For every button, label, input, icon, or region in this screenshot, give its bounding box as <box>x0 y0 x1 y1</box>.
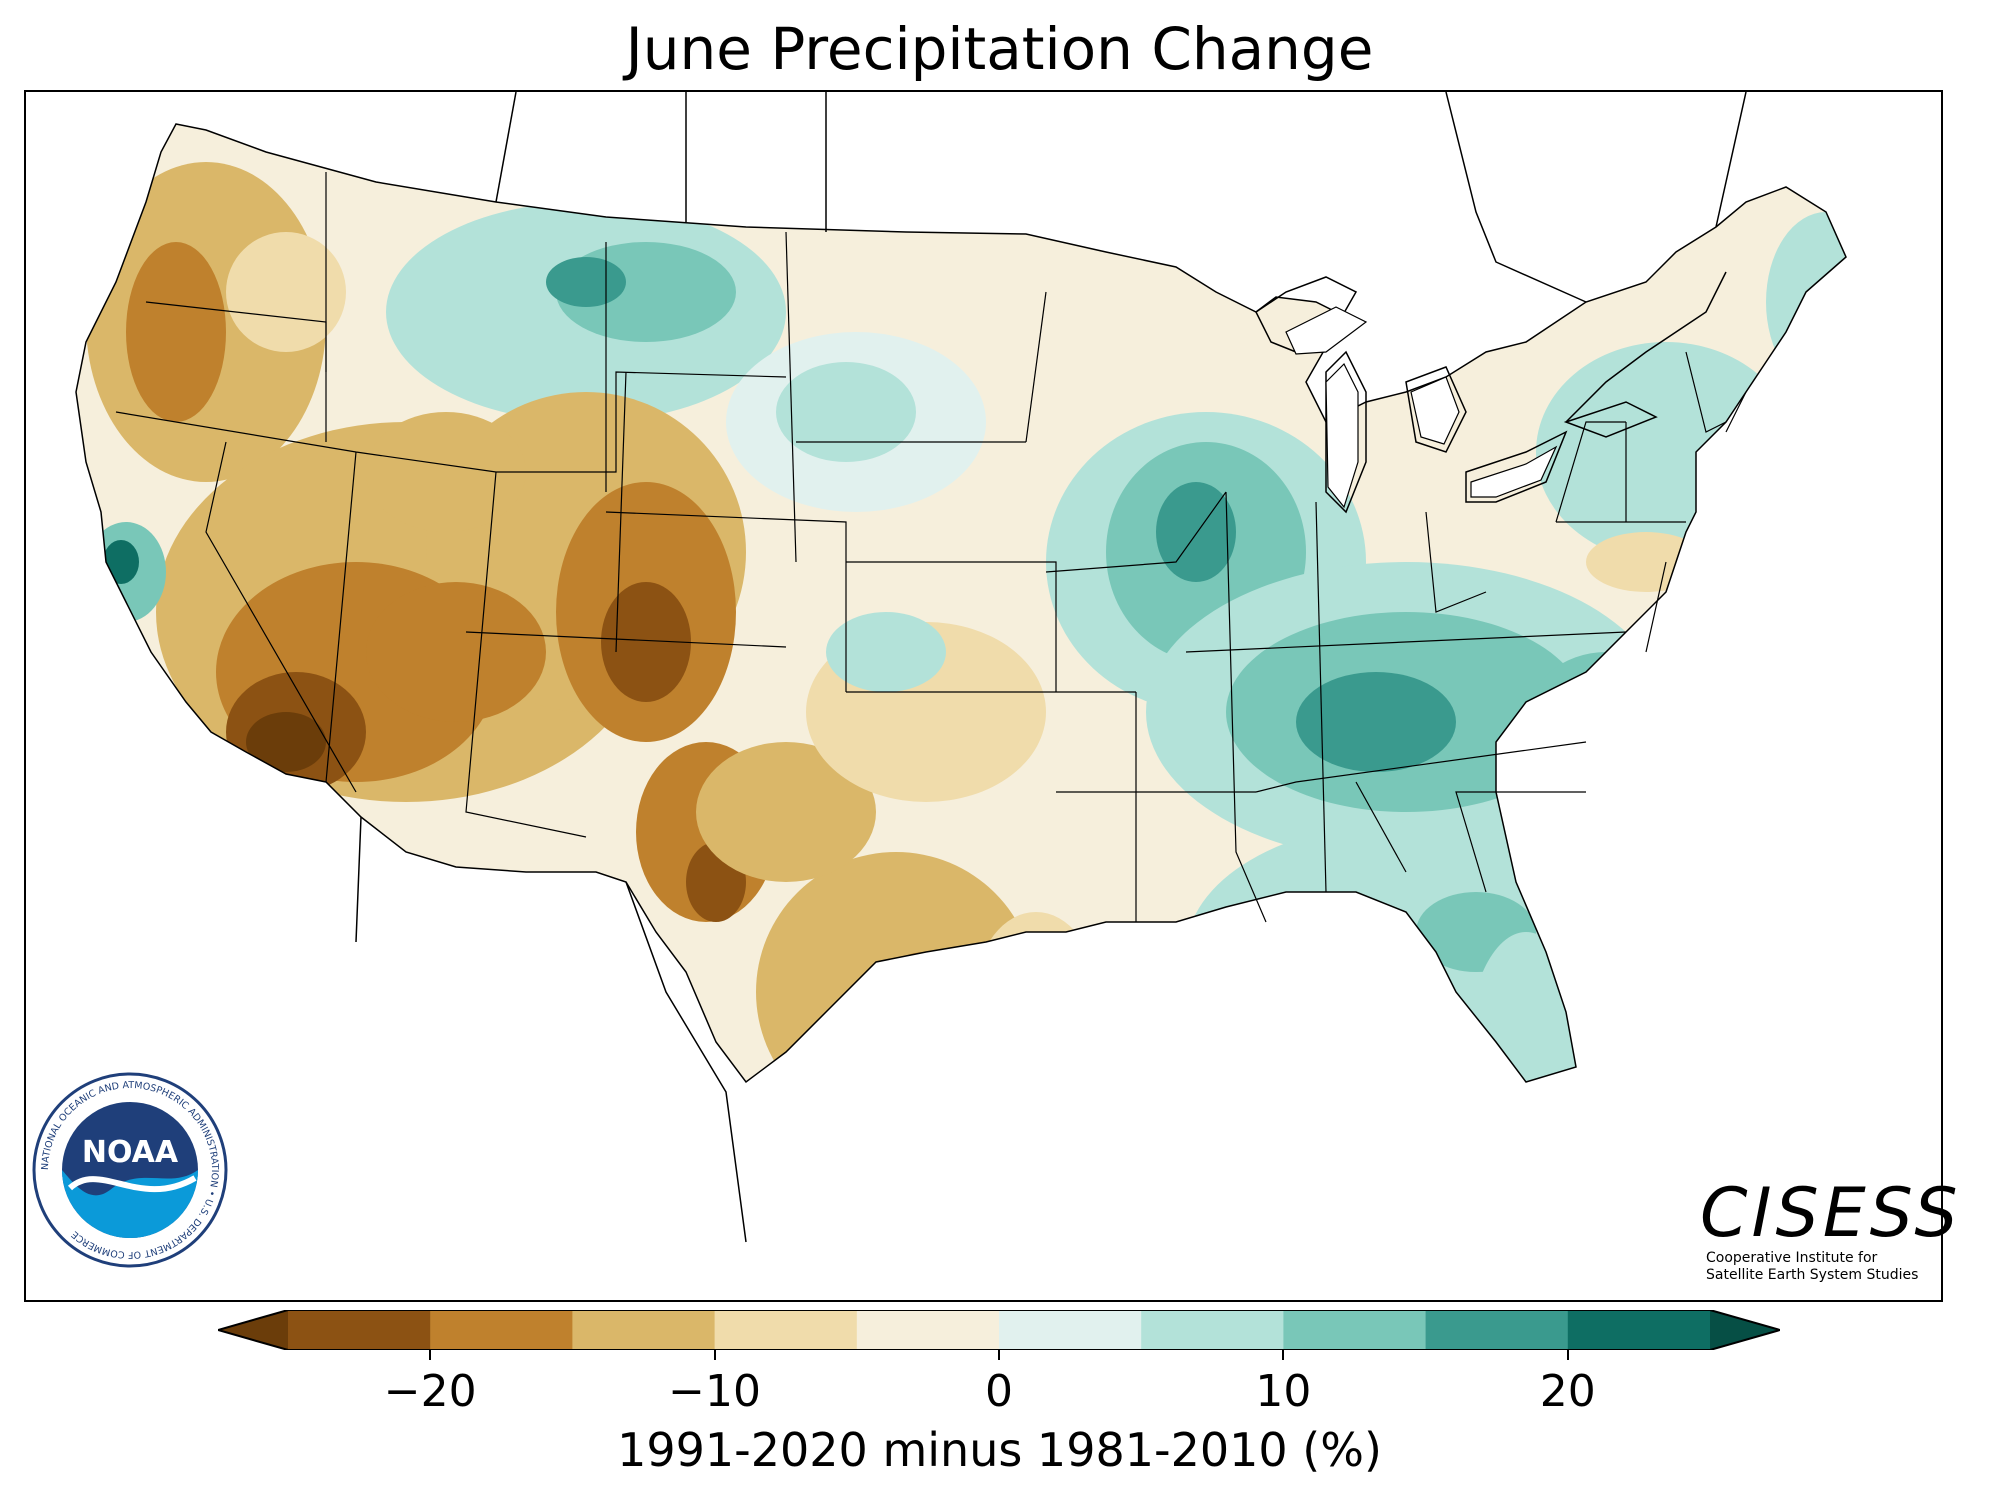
cisess-line2: Satellite Earth System Studies <box>1706 1267 1919 1283</box>
cisess-logo: CISESS Cooperative Institute for Satelli… <box>1700 1174 1962 1284</box>
colorbar-bin-0 <box>288 1310 431 1350</box>
colorbar-over-arrow <box>1710 1310 1780 1350</box>
colorbar-tick-label: −10 <box>668 1366 762 1417</box>
colorbar-bin-9 <box>1567 1310 1711 1350</box>
noaa-center-text: NOAA <box>82 1135 179 1170</box>
colorbar-bin-5 <box>999 1310 1142 1350</box>
colorbar-tick-label: −20 <box>383 1366 477 1417</box>
colorbar-tick-mark <box>429 1350 432 1360</box>
colorbar-bin-6 <box>1141 1310 1284 1350</box>
map-frame <box>24 90 1943 1302</box>
colorbar-tick-label: 0 <box>985 1366 1013 1417</box>
colorbar-ticks: −20 −10 0 10 20 <box>0 1350 1999 1420</box>
colorbar-bin-3 <box>714 1310 858 1350</box>
colorbar-tick-label: 20 <box>1539 1366 1596 1417</box>
colorbar-bin-2 <box>572 1310 716 1350</box>
state-lines <box>115 172 1747 923</box>
colorbar-bin-8 <box>1425 1310 1569 1350</box>
colorbar-under-arrow <box>218 1310 288 1350</box>
colorbar-tick-mark <box>713 1350 716 1360</box>
colorbar-bin-1 <box>430 1310 573 1350</box>
cisess-line1: Cooperative Institute for <box>1706 1250 1878 1266</box>
great-lakes <box>1285 306 1558 509</box>
precipitation-map <box>75 92 1847 1243</box>
colorbar-label: 1991-2020 minus 1981-2010 (%) <box>617 1423 1382 1477</box>
colorbar <box>218 1310 1780 1350</box>
colorbar-tick-label: 10 <box>1255 1366 1312 1417</box>
colorbar-tick-mark <box>1282 1350 1285 1360</box>
colorbar-tick-mark <box>998 1350 1000 1360</box>
colorbar-tick-mark <box>1566 1350 1569 1360</box>
map-title: June Precipitation Change <box>625 15 1374 83</box>
cisess-name: CISESS <box>1700 1174 1962 1253</box>
colorbar-bin-7 <box>1283 1310 1427 1350</box>
colorbar-bin-4 <box>856 1310 1000 1350</box>
noaa-logo: NOAA NATIONAL OCEANIC AND ATMOSPHERIC AD… <box>30 1070 230 1270</box>
